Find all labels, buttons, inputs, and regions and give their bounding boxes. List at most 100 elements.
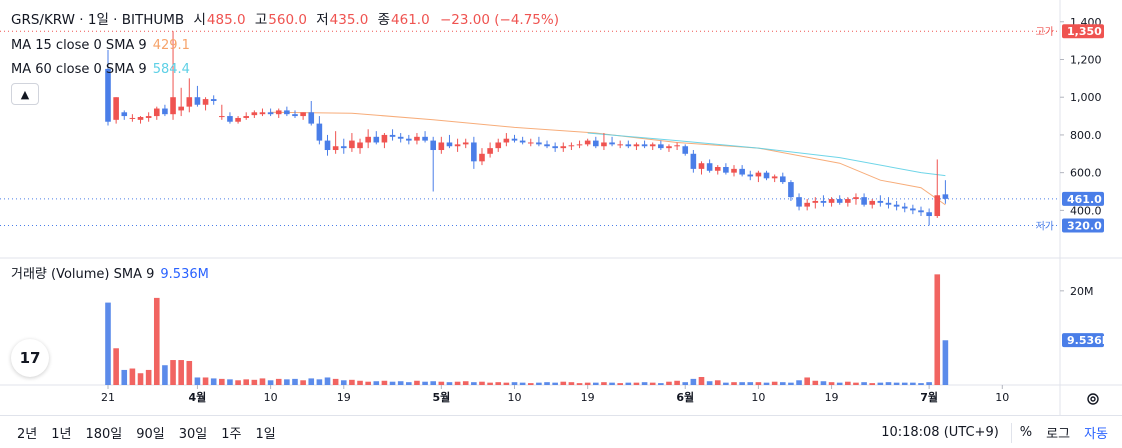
range-button[interactable]: 90일 xyxy=(136,426,165,442)
range-button[interactable]: 2년 xyxy=(17,426,38,442)
percent-toggle[interactable]: % xyxy=(1019,425,1033,440)
high-value: 560.0 xyxy=(268,12,307,28)
candle-body xyxy=(690,153,697,169)
volume-legend[interactable]: 거래량 (Volume) SMA 9 9.536M xyxy=(11,266,209,284)
volume-bar xyxy=(763,382,770,385)
candle-body xyxy=(885,202,892,205)
volume-bar xyxy=(658,383,664,385)
ma60-legend[interactable]: MA 60 close 0 SMA 9 584.4 xyxy=(11,61,190,79)
price-tick-label: 400.0 xyxy=(1070,204,1102,217)
volume-bar xyxy=(178,360,184,385)
volume-bar xyxy=(397,381,404,385)
candle-body xyxy=(162,108,168,115)
candle-body xyxy=(137,117,144,120)
candle-body xyxy=(243,116,250,118)
volume-bar xyxy=(568,382,575,385)
volume-sma-tag-bg xyxy=(1062,333,1104,348)
volume-bar xyxy=(633,382,640,385)
candle-body xyxy=(519,140,526,143)
volume-bar xyxy=(251,379,258,385)
candle-body xyxy=(593,140,599,147)
volume-bar xyxy=(202,377,209,385)
chart-settings-button[interactable] xyxy=(1083,389,1103,409)
candle-body xyxy=(381,134,388,143)
candle-body xyxy=(251,112,258,116)
candle-body xyxy=(284,110,290,115)
volume-bar xyxy=(414,380,420,385)
time-tick-label: 19 xyxy=(581,391,595,404)
range-button[interactable]: 1주 xyxy=(221,426,242,442)
time-tick-label: 10 xyxy=(264,391,278,404)
candle-body xyxy=(649,144,656,147)
price-tick-label: 800.0 xyxy=(1070,129,1102,142)
log-toggle[interactable]: 로그 xyxy=(1046,427,1071,442)
candle-body xyxy=(292,114,298,117)
candle-body xyxy=(723,166,729,173)
candle-body xyxy=(804,202,810,207)
candle-body xyxy=(877,200,884,203)
volume-bar xyxy=(861,382,867,385)
open-value: 485.0 xyxy=(206,12,246,28)
volume-bar xyxy=(649,382,656,385)
last-price-tag: 461.0 xyxy=(1067,193,1102,206)
tradingview-logo[interactable]: 17 xyxy=(11,339,49,377)
auto-toggle[interactable]: 자동 xyxy=(1084,427,1108,442)
candle-body xyxy=(527,142,534,144)
volume-bar xyxy=(739,382,745,385)
open-label: 시 xyxy=(193,12,206,28)
range-button[interactable]: 1년 xyxy=(51,426,72,442)
volume-bar xyxy=(910,382,916,385)
last-price-tag-bg xyxy=(1062,191,1104,206)
high-label: 고 xyxy=(254,12,268,28)
volume-bar xyxy=(796,380,802,385)
timezone-clock[interactable]: 10:18:08 (UTC+9) xyxy=(881,425,999,440)
candle-body xyxy=(430,140,436,151)
candle-body xyxy=(194,97,201,105)
candle-body xyxy=(503,138,510,143)
candle-body xyxy=(893,204,900,207)
volume-bar xyxy=(406,382,412,385)
range-button[interactable]: 1일 xyxy=(255,426,276,442)
candle-body xyxy=(511,138,518,141)
candle-body xyxy=(617,144,623,146)
volume-bar xyxy=(552,382,558,385)
candle-body xyxy=(576,144,583,146)
time-tick-label: 19 xyxy=(337,391,351,404)
volume-bar xyxy=(885,382,892,385)
volume-bar xyxy=(893,382,900,385)
candle-body xyxy=(796,197,802,207)
volume-bar xyxy=(186,360,193,385)
candle-body xyxy=(836,199,843,203)
volume-bar xyxy=(714,380,721,385)
candle-body xyxy=(210,99,217,101)
candle-body xyxy=(219,116,225,118)
volume-bar xyxy=(357,380,363,385)
volume-bar xyxy=(446,382,453,385)
close-label: 종 xyxy=(377,12,391,28)
ma15-value: 429.1 xyxy=(152,38,190,53)
candle-body xyxy=(145,116,152,118)
candle-body xyxy=(747,174,754,177)
ma15-legend[interactable]: MA 15 close 0 SMA 9 429.1 xyxy=(11,37,190,55)
range-button[interactable]: 180일 xyxy=(85,426,123,442)
candle-body xyxy=(454,144,461,147)
candle-body xyxy=(552,146,558,149)
range-button[interactable]: 30일 xyxy=(178,426,208,442)
candle-body xyxy=(202,99,209,105)
candle-body xyxy=(698,163,705,169)
collapse-legend-button[interactable]: ▲ xyxy=(11,83,39,105)
volume-bar xyxy=(300,380,306,385)
candle-body xyxy=(820,200,827,203)
volume-bar xyxy=(674,380,680,385)
volume-bar xyxy=(373,381,380,385)
volume-bar xyxy=(479,381,485,385)
volume-bar xyxy=(723,382,729,385)
time-tick-label: 4월 xyxy=(189,390,207,404)
ma60-label: MA 60 close 0 SMA 9 xyxy=(11,62,147,77)
volume-bar xyxy=(121,369,128,385)
high-price-tag-bg xyxy=(1062,24,1104,39)
low-price-tag-bg xyxy=(1062,218,1104,233)
gear-icon xyxy=(1087,393,1099,405)
